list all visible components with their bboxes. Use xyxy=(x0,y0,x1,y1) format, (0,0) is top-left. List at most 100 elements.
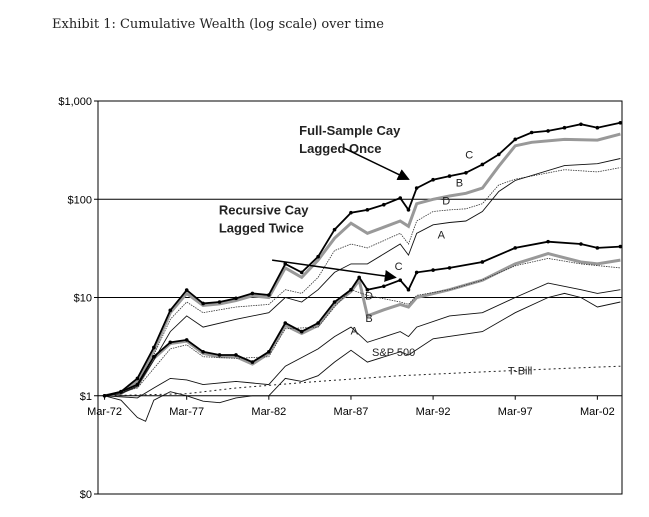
data-point-full-sample-c xyxy=(618,120,623,125)
x-tick-label: Mar-97 xyxy=(498,406,533,418)
series-line-t-bill xyxy=(104,365,621,397)
y-tick-label: $100 xyxy=(68,194,92,206)
series-label: A xyxy=(351,326,359,338)
data-point-recursive-c xyxy=(382,284,386,289)
data-point-full-sample-c xyxy=(365,208,370,212)
series-line-recursive-b xyxy=(104,252,621,398)
data-point-full-sample-c xyxy=(299,270,304,275)
data-point-recursive-c xyxy=(618,244,623,249)
data-point-full-sample-c xyxy=(398,196,403,200)
data-point-recursive-c xyxy=(234,353,238,357)
data-point-full-sample-c xyxy=(431,177,435,182)
annotation-text: Recursive Cay xyxy=(219,202,309,217)
data-point-recursive-c xyxy=(579,242,583,246)
data-point-recursive-c xyxy=(184,338,189,342)
data-point-full-sample-c xyxy=(595,125,600,130)
data-point-recursive-c xyxy=(102,393,107,398)
y-tick-label: $0 xyxy=(80,489,92,501)
data-point-full-sample-c xyxy=(234,296,238,301)
series-label: D xyxy=(442,196,450,208)
data-point-full-sample-c xyxy=(316,254,320,259)
data-point-recursive-c xyxy=(365,287,370,292)
x-tick-label: Mar-82 xyxy=(251,406,286,418)
data-point-full-sample-c xyxy=(529,130,534,135)
data-point-full-sample-c xyxy=(480,162,485,167)
x-tick-label: Mar-02 xyxy=(580,406,615,418)
data-point-full-sample-c xyxy=(217,300,222,304)
annotation-arrow xyxy=(272,259,397,282)
y-tick-label: $10 xyxy=(74,293,92,305)
data-point-full-sample-c xyxy=(497,152,501,157)
series-label: C xyxy=(395,261,403,273)
series-label: T-Bill xyxy=(508,365,532,377)
data-point-recursive-c xyxy=(349,287,353,292)
data-point-recursive-c xyxy=(431,268,435,272)
series-line-recursive-a xyxy=(104,282,621,399)
data-point-recursive-c xyxy=(447,266,452,270)
data-point-full-sample-c xyxy=(447,174,452,178)
x-tick-label: Mar-77 xyxy=(169,406,204,418)
data-point-full-sample-c xyxy=(349,210,353,215)
data-point-recursive-c xyxy=(267,350,271,354)
data-point-full-sample-c xyxy=(267,293,271,297)
series-line-full-sample-b xyxy=(104,132,621,398)
series-label: B xyxy=(456,177,463,189)
series-line-full-sample-d xyxy=(104,167,621,397)
data-point-recursive-c xyxy=(316,321,320,325)
data-point-recursive-c xyxy=(152,354,156,359)
data-point-full-sample-c xyxy=(168,308,173,313)
data-point-recursive-c xyxy=(406,287,411,292)
annotation-text: Lagged Twice xyxy=(219,220,304,235)
data-point-full-sample-c xyxy=(152,345,156,350)
series-label: A xyxy=(438,229,446,241)
data-point-recursive-c xyxy=(283,321,288,325)
series-label: B xyxy=(365,313,372,325)
data-point-full-sample-c xyxy=(579,122,583,127)
data-point-recursive-c xyxy=(595,246,600,250)
data-point-full-sample-c xyxy=(201,301,205,306)
data-point-recursive-c xyxy=(398,278,403,282)
data-point-recursive-c xyxy=(357,275,361,280)
annotation-text: Full-Sample Cay xyxy=(299,123,401,138)
series-line-recursive-d xyxy=(104,257,621,397)
chart-title: Exhibit 1: Cumulative Wealth (log scale)… xyxy=(52,17,384,32)
data-point-recursive-c xyxy=(299,329,304,334)
data-point-full-sample-c xyxy=(546,129,550,133)
data-point-recursive-c xyxy=(546,239,550,244)
data-point-full-sample-c xyxy=(414,186,419,190)
series-line-full-sample-a xyxy=(104,158,621,397)
x-tick-label: Mar-92 xyxy=(416,406,451,418)
y-tick-label: $1,000 xyxy=(58,96,92,108)
series-line-recursive-c xyxy=(104,240,621,397)
data-point-recursive-c xyxy=(250,360,255,364)
data-point-recursive-c xyxy=(119,389,123,394)
annotation-arrow xyxy=(344,147,410,181)
data-point-full-sample-c xyxy=(135,376,140,381)
data-point-recursive-c xyxy=(201,350,205,354)
data-point-recursive-c xyxy=(168,340,173,345)
series-label: C xyxy=(465,149,473,161)
data-point-full-sample-c xyxy=(250,291,255,296)
data-point-full-sample-c xyxy=(513,137,518,142)
data-point-full-sample-c xyxy=(562,125,567,130)
y-tick-label: $1 xyxy=(80,391,92,403)
data-point-recursive-c xyxy=(135,382,140,387)
series-label: S&P 500 xyxy=(372,347,415,359)
series-line-s-p-500 xyxy=(104,292,621,422)
data-point-full-sample-c xyxy=(184,288,189,292)
data-point-full-sample-c xyxy=(382,202,386,207)
data-point-recursive-c xyxy=(332,300,337,304)
data-point-recursive-c xyxy=(513,246,518,250)
x-tick-label: Mar-72 xyxy=(87,406,122,418)
data-point-full-sample-c xyxy=(332,227,337,232)
series-label: D xyxy=(365,291,373,303)
x-tick-label: Mar-87 xyxy=(334,406,369,418)
data-point-recursive-c xyxy=(414,270,419,275)
data-point-full-sample-c xyxy=(464,170,468,175)
data-point-recursive-c xyxy=(480,260,485,264)
data-point-recursive-c xyxy=(217,353,222,357)
data-point-full-sample-c xyxy=(283,262,288,266)
annotation-text: Lagged Once xyxy=(299,141,381,156)
data-point-full-sample-c xyxy=(406,208,411,212)
